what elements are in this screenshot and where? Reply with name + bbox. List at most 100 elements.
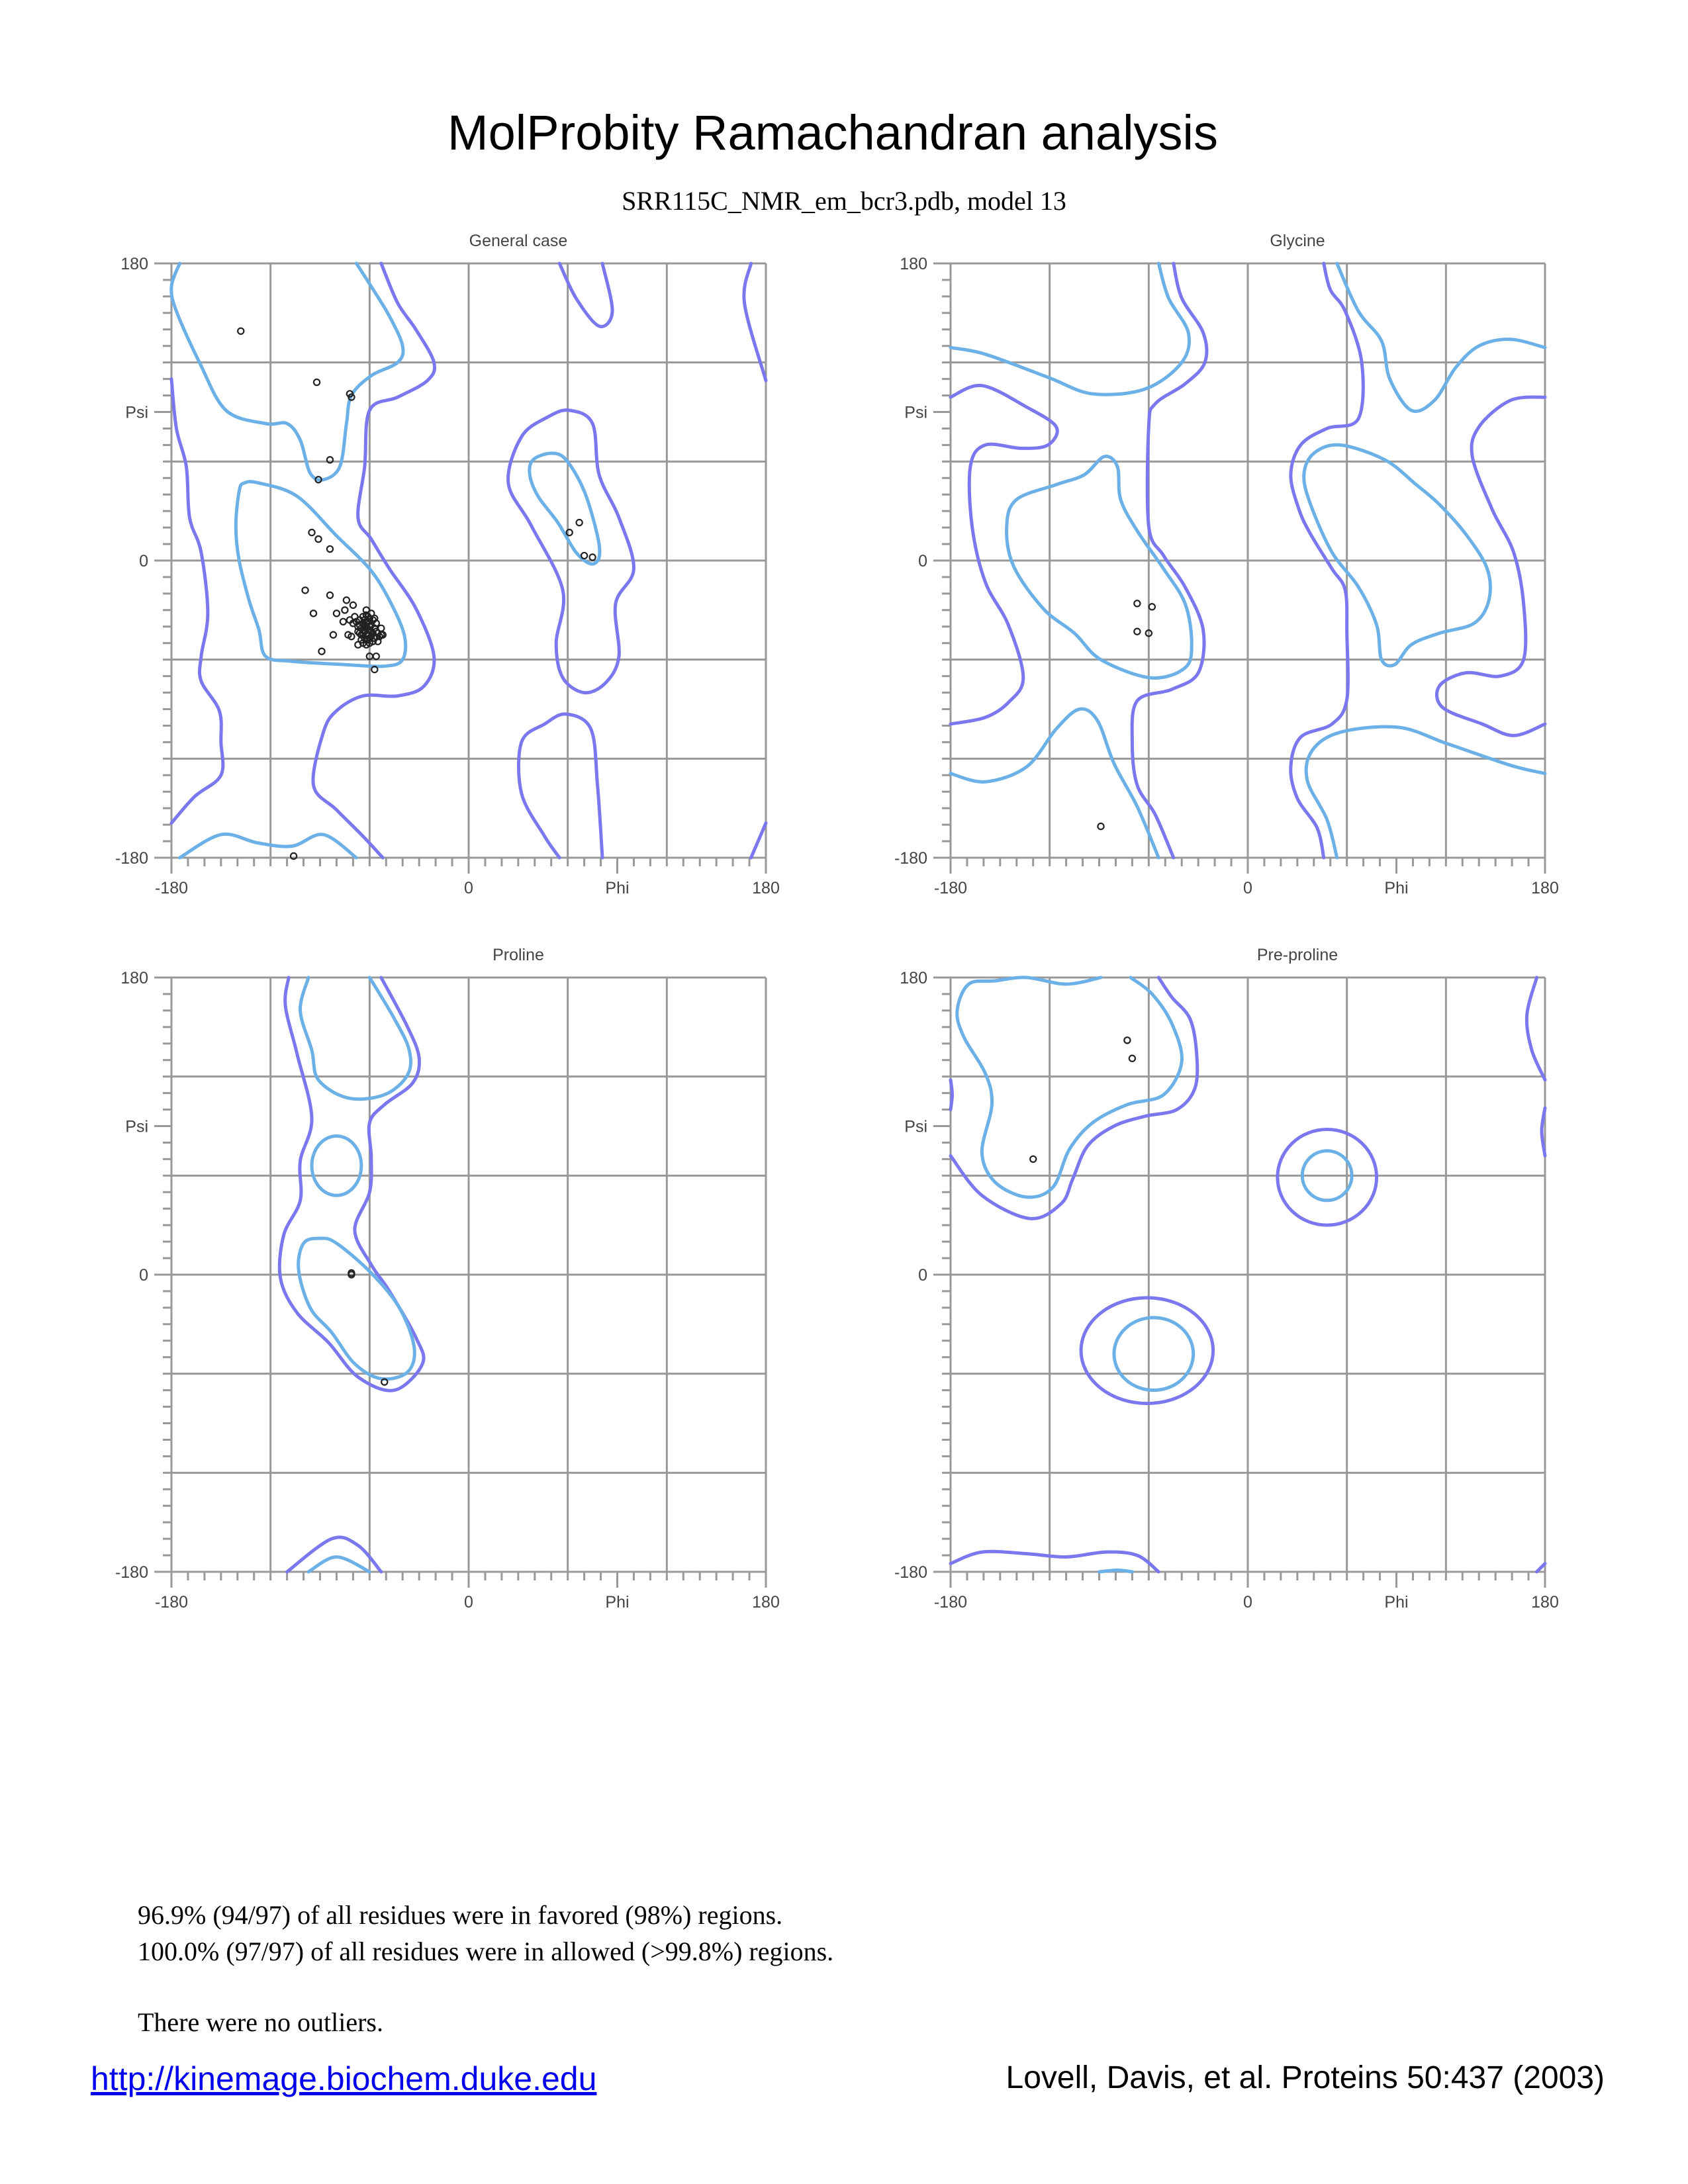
residue-point bbox=[326, 591, 334, 600]
favored-region-contour bbox=[306, 1555, 371, 1574]
y-tick-label: Psi bbox=[904, 1118, 927, 1136]
allowed-region-contour bbox=[749, 821, 768, 860]
plot-title: Pre-proline bbox=[1257, 946, 1338, 964]
residue-point bbox=[318, 647, 326, 655]
residue-point bbox=[355, 621, 364, 629]
y-tick-label: 180 bbox=[120, 255, 148, 273]
residue-point bbox=[342, 596, 351, 604]
residue-point bbox=[314, 476, 322, 484]
favored-region-contour bbox=[949, 707, 1160, 860]
x-tick-label: 180 bbox=[1531, 879, 1559, 897]
residue-point bbox=[346, 616, 354, 624]
residue-point bbox=[289, 852, 298, 860]
residue-point bbox=[362, 606, 371, 614]
residue-point bbox=[339, 617, 348, 625]
residue-point bbox=[351, 613, 359, 621]
residue-point bbox=[1133, 627, 1141, 635]
ramachandran-chart: Pre-proline -180 0 Phi 180 180 Psi 0 -180 bbox=[894, 946, 1559, 1612]
residue-point bbox=[1145, 629, 1153, 637]
kinemage-link[interactable]: http://kinemage.biochem.duke.edu bbox=[91, 2060, 597, 2097]
residue-point bbox=[309, 610, 318, 617]
report-title: MolProbity Ramachandran analysis bbox=[447, 105, 1218, 160]
allowed-region-contour bbox=[1435, 395, 1547, 737]
y-tick-label: Psi bbox=[904, 404, 927, 422]
favored-region-contour bbox=[234, 480, 408, 668]
y-tick-label: 0 bbox=[918, 552, 927, 570]
y-tick-label: -180 bbox=[894, 849, 927, 868]
residue-point bbox=[369, 616, 377, 624]
favored-region-contour bbox=[299, 976, 413, 1101]
residue-point bbox=[379, 631, 387, 639]
residue-point bbox=[237, 327, 245, 335]
residue-point bbox=[374, 637, 382, 645]
allowed-region-contour bbox=[285, 1535, 383, 1574]
grid bbox=[154, 976, 767, 1588]
allowed-region-contour bbox=[1535, 1562, 1547, 1574]
residue-point bbox=[332, 610, 341, 617]
residue-point bbox=[1128, 1054, 1137, 1062]
allowed-region-contour bbox=[1130, 261, 1209, 860]
residue-point bbox=[348, 393, 355, 401]
outliers-summary: There were no outliers. bbox=[138, 2007, 383, 2037]
ramachandran-chart: Proline -180 0 Phi 180 180 Psi 0 -180 bbox=[115, 946, 780, 1612]
residue-point bbox=[377, 624, 385, 632]
residue-point bbox=[580, 551, 588, 560]
residue-point bbox=[1148, 603, 1156, 611]
residue-point bbox=[367, 627, 375, 635]
allowed-region-contour bbox=[1289, 261, 1365, 860]
allowed-region-contour bbox=[517, 712, 604, 860]
allowed-region-contour bbox=[949, 1549, 1160, 1574]
favored-region-contour bbox=[528, 451, 602, 566]
residue-point bbox=[565, 528, 573, 537]
x-tick-label: 0 bbox=[1243, 879, 1252, 897]
allowed-region-contour bbox=[506, 408, 635, 695]
residue-point bbox=[341, 606, 349, 614]
residue-point bbox=[371, 614, 379, 623]
x-tick-label: Phi bbox=[605, 1593, 629, 1612]
x-tick-label: 180 bbox=[752, 1593, 780, 1612]
favored-region-contour bbox=[1304, 725, 1547, 860]
y-tick-label: -180 bbox=[115, 849, 148, 868]
y-tick-label: -180 bbox=[115, 1563, 148, 1582]
x-tick-label: 0 bbox=[464, 1593, 473, 1612]
y-tick-label: -180 bbox=[894, 1563, 927, 1582]
residue-point bbox=[362, 636, 371, 644]
residue-point bbox=[372, 652, 381, 660]
residue-point bbox=[355, 629, 364, 637]
favored-region-contour bbox=[297, 1236, 416, 1381]
plot-title: Glycine bbox=[1270, 232, 1325, 250]
residue-point bbox=[314, 535, 322, 543]
favored-region-contour bbox=[949, 261, 1192, 396]
residue-point bbox=[1133, 600, 1141, 608]
x-tick-label: 0 bbox=[1243, 1593, 1252, 1612]
x-tick-label: -180 bbox=[155, 879, 188, 897]
glycine-plot: Glycine -180 0 Phi 180 180 Psi 0 -180 bbox=[878, 217, 1579, 912]
y-tick-label: 0 bbox=[918, 1266, 927, 1285]
x-tick-label: -180 bbox=[934, 1593, 967, 1612]
residue-point bbox=[301, 586, 309, 594]
grid bbox=[933, 262, 1546, 874]
favored-region-contour bbox=[169, 261, 405, 482]
allowed-region-contour bbox=[949, 1078, 955, 1112]
favored-region-contour bbox=[955, 976, 1184, 1199]
x-tick-label: Phi bbox=[1384, 1593, 1408, 1612]
grid bbox=[154, 262, 767, 874]
allowed-region-contour bbox=[1079, 1296, 1215, 1406]
model-subtitle: SRR115C_NMR_em_bcr3.pdb, model 13 bbox=[622, 186, 1066, 216]
ramachandran-chart: Glycine -180 0 Phi 180 180 Psi 0 -180 bbox=[894, 232, 1559, 897]
plot-title: General case bbox=[469, 232, 568, 250]
grid bbox=[933, 976, 1546, 1588]
y-tick-label: 0 bbox=[139, 1266, 148, 1285]
x-tick-label: 180 bbox=[752, 879, 780, 897]
allowed-region-contour bbox=[277, 976, 426, 1392]
allowed-region-contour bbox=[557, 261, 614, 328]
favored-region-contour bbox=[310, 1134, 363, 1197]
residue-point bbox=[372, 627, 381, 635]
y-tick-label: Psi bbox=[125, 404, 148, 422]
allowed-region-contour bbox=[1524, 976, 1547, 1082]
residue-point bbox=[326, 545, 334, 553]
residue-point bbox=[364, 613, 372, 621]
y-tick-label: 180 bbox=[900, 255, 927, 273]
residue-point bbox=[326, 456, 334, 464]
residue-point bbox=[361, 626, 369, 634]
